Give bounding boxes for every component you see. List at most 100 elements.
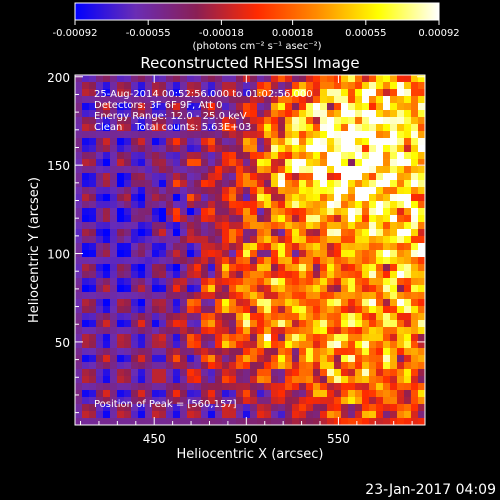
heatmap-cell <box>334 390 342 398</box>
heatmap-cell <box>166 257 174 265</box>
heatmap-cell <box>348 159 356 167</box>
heatmap-cell <box>264 285 272 293</box>
heatmap-cell <box>229 180 237 188</box>
heatmap-cell <box>187 215 195 223</box>
heatmap-cell <box>292 215 300 223</box>
heatmap-cell <box>390 229 398 237</box>
heatmap-cell <box>320 383 328 391</box>
heatmap-cell <box>383 306 391 314</box>
heatmap-cell <box>103 173 111 181</box>
heatmap-cell <box>390 243 398 251</box>
heatmap-cell <box>264 243 272 251</box>
heatmap-cell <box>96 89 104 97</box>
heatmap-cell <box>383 159 391 167</box>
heatmap-cell <box>327 397 335 405</box>
heatmap-cell <box>271 145 279 153</box>
heatmap-cell <box>201 334 209 342</box>
heatmap-cell <box>341 166 349 174</box>
heatmap-cell <box>222 313 230 321</box>
heatmap-cell <box>201 124 209 132</box>
heatmap-cell <box>173 208 181 216</box>
heatmap-cell <box>96 82 104 90</box>
heatmap-cell <box>334 180 342 188</box>
heatmap-cell <box>362 166 370 174</box>
heatmap-cell <box>82 320 90 328</box>
heatmap-cell <box>110 285 118 293</box>
heatmap-cell <box>180 187 188 195</box>
heatmap-cell <box>201 320 209 328</box>
heatmap-cell <box>117 355 125 363</box>
heatmap-cell <box>397 124 405 132</box>
heatmap-cell <box>96 152 104 160</box>
heatmap-cell <box>222 201 230 209</box>
heatmap-cell <box>348 75 356 83</box>
y-axis-label: Heliocentric Y (arcsec) <box>27 177 42 323</box>
heatmap-cell <box>152 299 160 307</box>
heatmap-cell <box>327 180 335 188</box>
heatmap-cell <box>418 383 425 391</box>
heatmap-cell <box>194 404 202 412</box>
heatmap-cell <box>278 222 286 230</box>
heatmap-cell <box>145 418 153 425</box>
heatmap-cell <box>222 117 230 125</box>
heatmap-cell <box>152 187 160 195</box>
heatmap-cell <box>306 348 314 356</box>
heatmap-cell <box>75 194 83 202</box>
heatmap-cell <box>166 355 174 363</box>
heatmap-cell <box>299 187 307 195</box>
heatmap-cell <box>404 180 412 188</box>
heatmap-cell <box>390 411 398 419</box>
heatmap-cell <box>187 271 195 279</box>
heatmap-cell <box>166 313 174 321</box>
heatmap-cell <box>159 243 167 251</box>
heatmap-cell <box>96 250 104 258</box>
heatmap-cell <box>341 194 349 202</box>
heatmap-cell <box>82 187 90 195</box>
heatmap-cell <box>404 131 412 139</box>
heatmap-cell <box>243 250 251 258</box>
heatmap-cell <box>355 96 363 104</box>
heatmap-cell <box>278 180 286 188</box>
heatmap-cell <box>173 264 181 272</box>
heatmap-cell <box>166 292 174 300</box>
heatmap-cell <box>131 187 139 195</box>
heatmap-cell <box>138 285 146 293</box>
heatmap-cell <box>334 411 342 419</box>
heatmap-cell <box>341 327 349 335</box>
heatmap-cell <box>250 103 258 111</box>
heatmap-cell <box>75 334 83 342</box>
heatmap-cell <box>201 208 209 216</box>
heatmap-cell <box>138 124 146 132</box>
heatmap-cell <box>117 173 125 181</box>
heatmap-cell <box>292 348 300 356</box>
heatmap-cell <box>145 152 153 160</box>
heatmap-cell <box>348 271 356 279</box>
heatmap-cell <box>124 327 132 335</box>
heatmap-cell <box>257 397 265 405</box>
heatmap-cell <box>159 341 167 349</box>
heatmap-cell <box>355 124 363 132</box>
heatmap-cell <box>187 236 195 244</box>
heatmap-cell <box>152 103 160 111</box>
heatmap-cell <box>82 264 90 272</box>
heatmap-cell <box>341 257 349 265</box>
heatmap-cell <box>229 397 237 405</box>
heatmap-cell <box>334 327 342 335</box>
heatmap-cell <box>96 369 104 377</box>
heatmap-cell <box>187 397 195 405</box>
heatmap-cell <box>383 222 391 230</box>
heatmap-cell <box>180 327 188 335</box>
heatmap-cell <box>124 404 132 412</box>
heatmap-cell <box>222 299 230 307</box>
heatmap-cell <box>89 404 97 412</box>
heatmap-cell <box>383 264 391 272</box>
heatmap-cell <box>194 362 202 370</box>
heatmap-cell <box>75 201 83 209</box>
y-tick-label: 200 <box>47 71 70 85</box>
heatmap-cell <box>264 369 272 377</box>
heatmap-cell <box>355 89 363 97</box>
heatmap-cell <box>397 194 405 202</box>
heatmap-cell <box>264 250 272 258</box>
heatmap-cell <box>313 187 321 195</box>
heatmap-cell <box>236 334 244 342</box>
